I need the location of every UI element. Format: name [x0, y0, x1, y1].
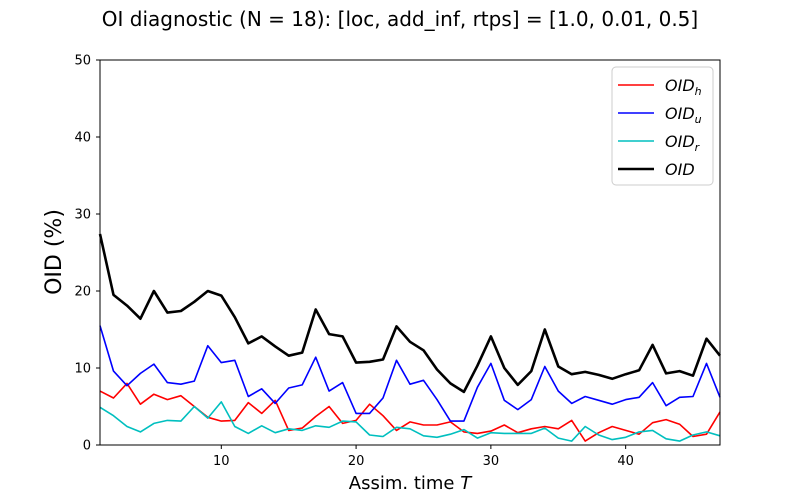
y-tick-label: 30: [74, 208, 91, 223]
x-tick-label: 40: [617, 454, 634, 469]
chart-title: OI diagnostic (N = 18): [loc, add_inf, r…: [102, 7, 698, 31]
y-tick-label: 50: [74, 54, 91, 69]
x-tick-label: 10: [213, 454, 230, 469]
x-tick-label: 20: [348, 454, 365, 469]
series-line-oid-total: [98, 233, 722, 394]
y-axis-label: OID (%): [42, 209, 67, 295]
legend-box: [611, 66, 714, 186]
y-tick-label: 20: [74, 285, 91, 300]
legend-label-oid-total: OID: [665, 160, 695, 179]
series-line-oid-u: [99, 325, 721, 422]
legend: OIDh OIDu OIDr OID: [611, 66, 714, 186]
plot-frame: [99, 59, 721, 446]
y-tick-label: 0: [83, 439, 91, 454]
legend-label-oid-h: OIDh: [665, 76, 702, 98]
legend-label-oid-r: OIDr: [665, 132, 701, 154]
x-axis-label-main: Assim. time: [349, 473, 460, 494]
y-tick-label: 10: [74, 362, 91, 377]
x-axis-label: Assim. time T: [349, 473, 473, 494]
series-layer: [98, 233, 722, 442]
legend-items: OIDh OIDu OIDr OID: [618, 76, 702, 179]
x-axis: 10 20 30 40: [213, 445, 634, 469]
x-tick-label: 30: [483, 454, 500, 469]
y-tick-label: 40: [74, 131, 91, 146]
series-line-oid-r: [99, 401, 721, 442]
y-axis: 0 10 20 30 40 50: [74, 54, 100, 454]
x-axis-label-variable: T: [460, 473, 473, 494]
legend-label-oid-u: OIDu: [665, 104, 702, 126]
